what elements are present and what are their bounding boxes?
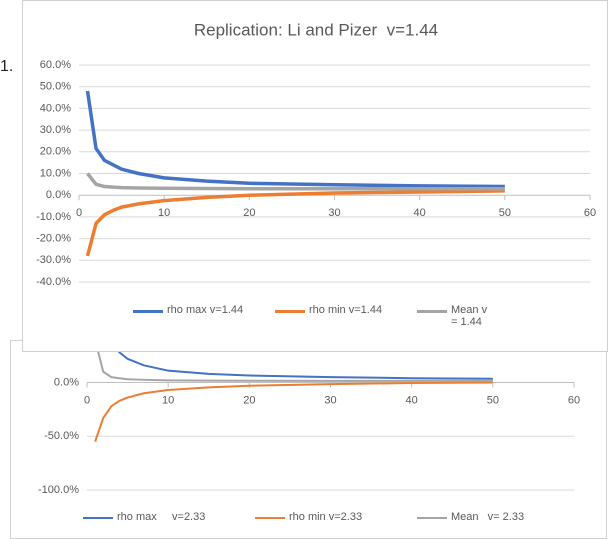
y-tick-label: 0.0% bbox=[46, 189, 71, 201]
x-tick-label: 10 bbox=[162, 394, 174, 406]
legend-item: Mean v = 1.44 bbox=[417, 304, 507, 328]
x-tick-label: 20 bbox=[243, 207, 255, 219]
x-tick-label: 0 bbox=[84, 394, 90, 406]
legend-swatch bbox=[133, 310, 163, 313]
y-tick-label: -20.0% bbox=[36, 233, 71, 245]
x-tick-label: 40 bbox=[414, 207, 426, 219]
legend-item: rho min v=2.33 bbox=[255, 511, 405, 523]
legend-label: rho min v=1.44 bbox=[309, 304, 383, 316]
x-tick-label: 10 bbox=[158, 207, 170, 219]
series-line bbox=[109, 341, 493, 380]
x-tick-label: 0 bbox=[76, 207, 82, 219]
series-line bbox=[94, 341, 493, 382]
y-tick-label: 60.0% bbox=[40, 59, 71, 71]
legend-label: rho max v=2.33 bbox=[117, 511, 206, 523]
legend-swatch bbox=[275, 310, 305, 313]
series-line bbox=[94, 381, 493, 442]
chart-1: Replication: Li and Pizer v=1.44 -40.0% -3… bbox=[22, 0, 608, 352]
y-tick-label: -10.0% bbox=[36, 211, 71, 223]
x-tick-label: 30 bbox=[328, 207, 340, 219]
y-tick-label: 0.0% bbox=[54, 376, 79, 388]
y-tick-label: 30.0% bbox=[40, 124, 71, 136]
legend-label: rho max v=1.44 bbox=[167, 304, 244, 316]
legend-item: rho max v=2.33 bbox=[83, 511, 243, 523]
legend: rho max v=2.33 rho min v=2.33 Mean v= 2.33 bbox=[83, 511, 549, 523]
legend-swatch bbox=[417, 517, 447, 519]
y-tick-label: 20.0% bbox=[40, 146, 71, 158]
x-tick-label: 30 bbox=[324, 394, 336, 406]
legend-swatch bbox=[255, 517, 285, 519]
y-tick-label: 50.0% bbox=[40, 81, 71, 93]
legend-item: Mean v= 2.33 bbox=[417, 511, 537, 523]
chart-title: Replication: Li and Pizer v=1.44 bbox=[194, 20, 438, 39]
plot: Replication: Li and Pizer v=1.44 -40.0% -3… bbox=[36, 20, 596, 288]
legend-item: rho min v=1.44 bbox=[275, 304, 405, 316]
plot: -100.0% -50.0% 0.0% 0 10 20 30 40 50 60 bbox=[38, 341, 580, 496]
legend-label: Mean v= 2.33 bbox=[451, 511, 525, 523]
legend: rho max v=1.44 rho min v=1.44 Mean v = 1.4… bbox=[133, 304, 519, 328]
legend-label: Mean v = 1.44 bbox=[451, 304, 491, 328]
y-tick-label: 40.0% bbox=[40, 102, 71, 114]
x-tick-label: 50 bbox=[499, 207, 511, 219]
chart-2: -100.0% -50.0% 0.0% 0 10 20 30 40 50 60 rho max v=… bbox=[10, 340, 607, 539]
series-line bbox=[86, 172, 505, 191]
y-tick-label: -50.0% bbox=[44, 430, 79, 442]
legend-swatch bbox=[417, 310, 447, 313]
x-tick-label: 20 bbox=[243, 394, 255, 406]
x-tick-label: 40 bbox=[406, 394, 418, 406]
legend-label: rho min v=2.33 bbox=[289, 511, 363, 523]
x-tick-label: 60 bbox=[568, 394, 580, 406]
series-line bbox=[85, 189, 505, 257]
x-tick-label: 60 bbox=[584, 207, 596, 219]
x-tick-label: 50 bbox=[487, 394, 499, 406]
legend-item: rho max v=1.44 bbox=[133, 304, 263, 316]
y-tick-label: 10.0% bbox=[40, 167, 71, 179]
legend-swatch bbox=[83, 517, 113, 519]
page-fragment: 1. bbox=[0, 58, 14, 75]
series-line bbox=[85, 90, 505, 189]
y-tick-label: -30.0% bbox=[36, 254, 71, 266]
y-tick-label: -40.0% bbox=[36, 276, 71, 288]
y-tick-label: -100.0% bbox=[38, 484, 79, 496]
